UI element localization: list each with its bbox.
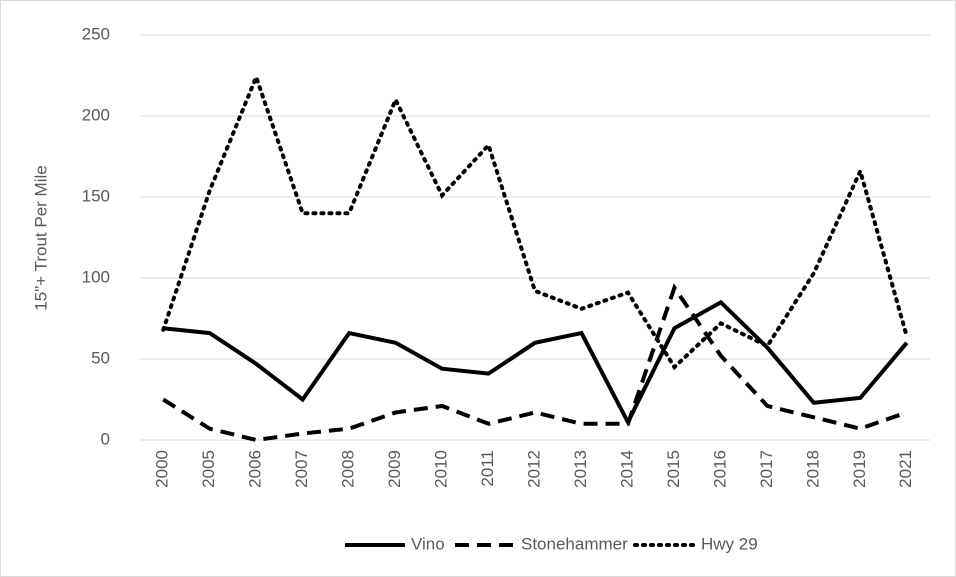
y-tick-label: 200 (82, 105, 110, 124)
x-tick-label: 2012 (524, 450, 543, 488)
series-line (163, 299, 909, 427)
legend-label: Hwy 29 (701, 534, 758, 553)
y-tick-label: 100 (82, 267, 110, 286)
y-tick-label: 0 (101, 429, 110, 448)
x-tick-label: 2018 (803, 450, 822, 488)
x-tick-label: 2009 (385, 450, 404, 488)
x-tick-label: 2005 (199, 450, 218, 488)
legend-label: Vino (411, 534, 445, 553)
y-tick-label: 50 (91, 348, 110, 367)
x-tick-label: 2006 (246, 450, 265, 488)
x-tick-label: 2017 (757, 450, 776, 488)
x-tick-label: 2007 (292, 450, 311, 488)
y-axis-label: 15"+ Trout Per Mile (31, 165, 50, 310)
x-tick-label: 2021 (896, 450, 915, 488)
x-tick-label: 2000 (153, 450, 172, 488)
x-tick-label: 2019 (850, 450, 869, 488)
x-tick-label: 2013 (571, 450, 590, 488)
y-tick-label: 150 (82, 186, 110, 205)
x-tick-label: 2014 (617, 450, 636, 488)
x-tick-label: 2015 (664, 450, 683, 488)
x-tick-label: 2010 (432, 450, 451, 488)
x-tick-label: 2016 (710, 450, 729, 488)
x-tick-label: 2011 (478, 450, 497, 487)
legend-label: Stonehammer (521, 534, 628, 553)
y-tick-label: 250 (82, 24, 110, 43)
series-line (162, 283, 908, 443)
x-tick-label: 2008 (339, 450, 358, 488)
series-line (161, 71, 909, 371)
